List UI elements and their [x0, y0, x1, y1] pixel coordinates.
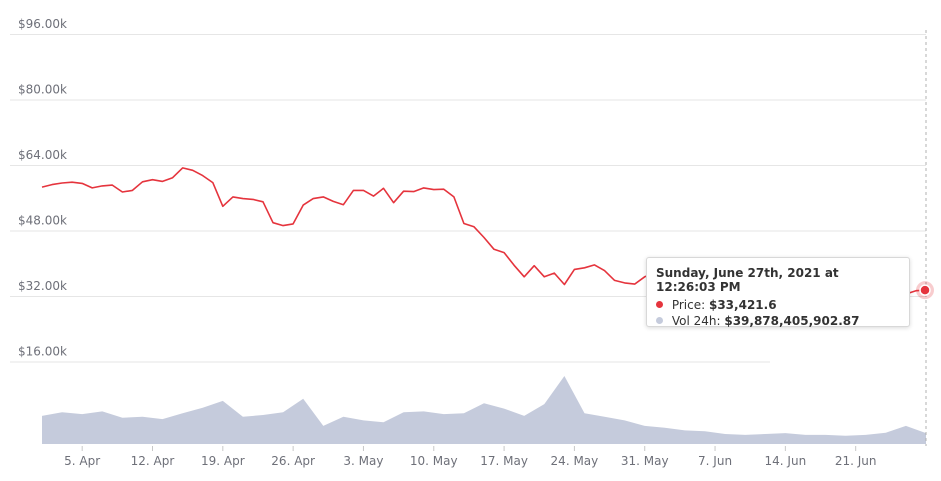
x-tick-label: 21. Jun	[835, 454, 877, 468]
tooltip-price-label: Price:	[671, 298, 706, 312]
hover-point[interactable]	[919, 284, 931, 296]
x-tick-label: 19. Apr	[201, 454, 245, 468]
x-tick-label: 12. Apr	[131, 454, 175, 468]
grid-lines	[10, 34, 926, 363]
tooltip: Sunday, June 27th, 2021 at 12:26:03 PM P…	[646, 257, 910, 329]
volume-area-path	[42, 376, 926, 444]
x-tick-label: 17. May	[480, 454, 528, 468]
tooltip-price-row: Price: $33,421.6	[656, 297, 900, 313]
price-dot-icon	[656, 301, 663, 308]
volume-area	[42, 376, 926, 444]
y-tick-label: $64.00k	[18, 148, 67, 162]
y-tick-label: $96.00k	[18, 17, 67, 31]
x-tick-label: 26. Apr	[271, 454, 315, 468]
x-tick-label: 31. May	[621, 454, 669, 468]
y-tick-label: $32.00k	[18, 279, 67, 293]
tooltip-volume-value: $39,878,405,902.87	[724, 314, 860, 328]
tooltip-volume-label: Vol 24h:	[671, 314, 721, 328]
x-tick-label: 5. Apr	[64, 454, 100, 468]
x-tick-label: 24. May	[551, 454, 599, 468]
x-axis-labels: 5. Apr 12. Apr 19. Apr 26. Apr 3. May 10. May…	[64, 446, 877, 468]
tooltip-volume-row: Vol 24h: $39,878,405,902.87	[656, 313, 900, 329]
y-axis-labels: $16.00k $32.00k $48.00k $64.00k $80.00k $96.0…	[18, 17, 67, 359]
y-tick-label: $80.00k	[18, 83, 67, 97]
volume-dot-icon	[656, 317, 663, 324]
x-tick-label: 7. Jun	[698, 454, 732, 468]
x-tick-label: 14. Jun	[765, 454, 807, 468]
x-tick-label: 3. May	[343, 454, 383, 468]
tooltip-price-value: $33,421.6	[708, 298, 777, 312]
y-tick-label: $16.00k	[18, 345, 67, 359]
tooltip-date: Sunday, June 27th, 2021 at 12:26:03 PM	[656, 266, 839, 294]
x-tick-label: 10. May	[410, 454, 458, 468]
y-tick-label: $48.00k	[18, 214, 67, 228]
